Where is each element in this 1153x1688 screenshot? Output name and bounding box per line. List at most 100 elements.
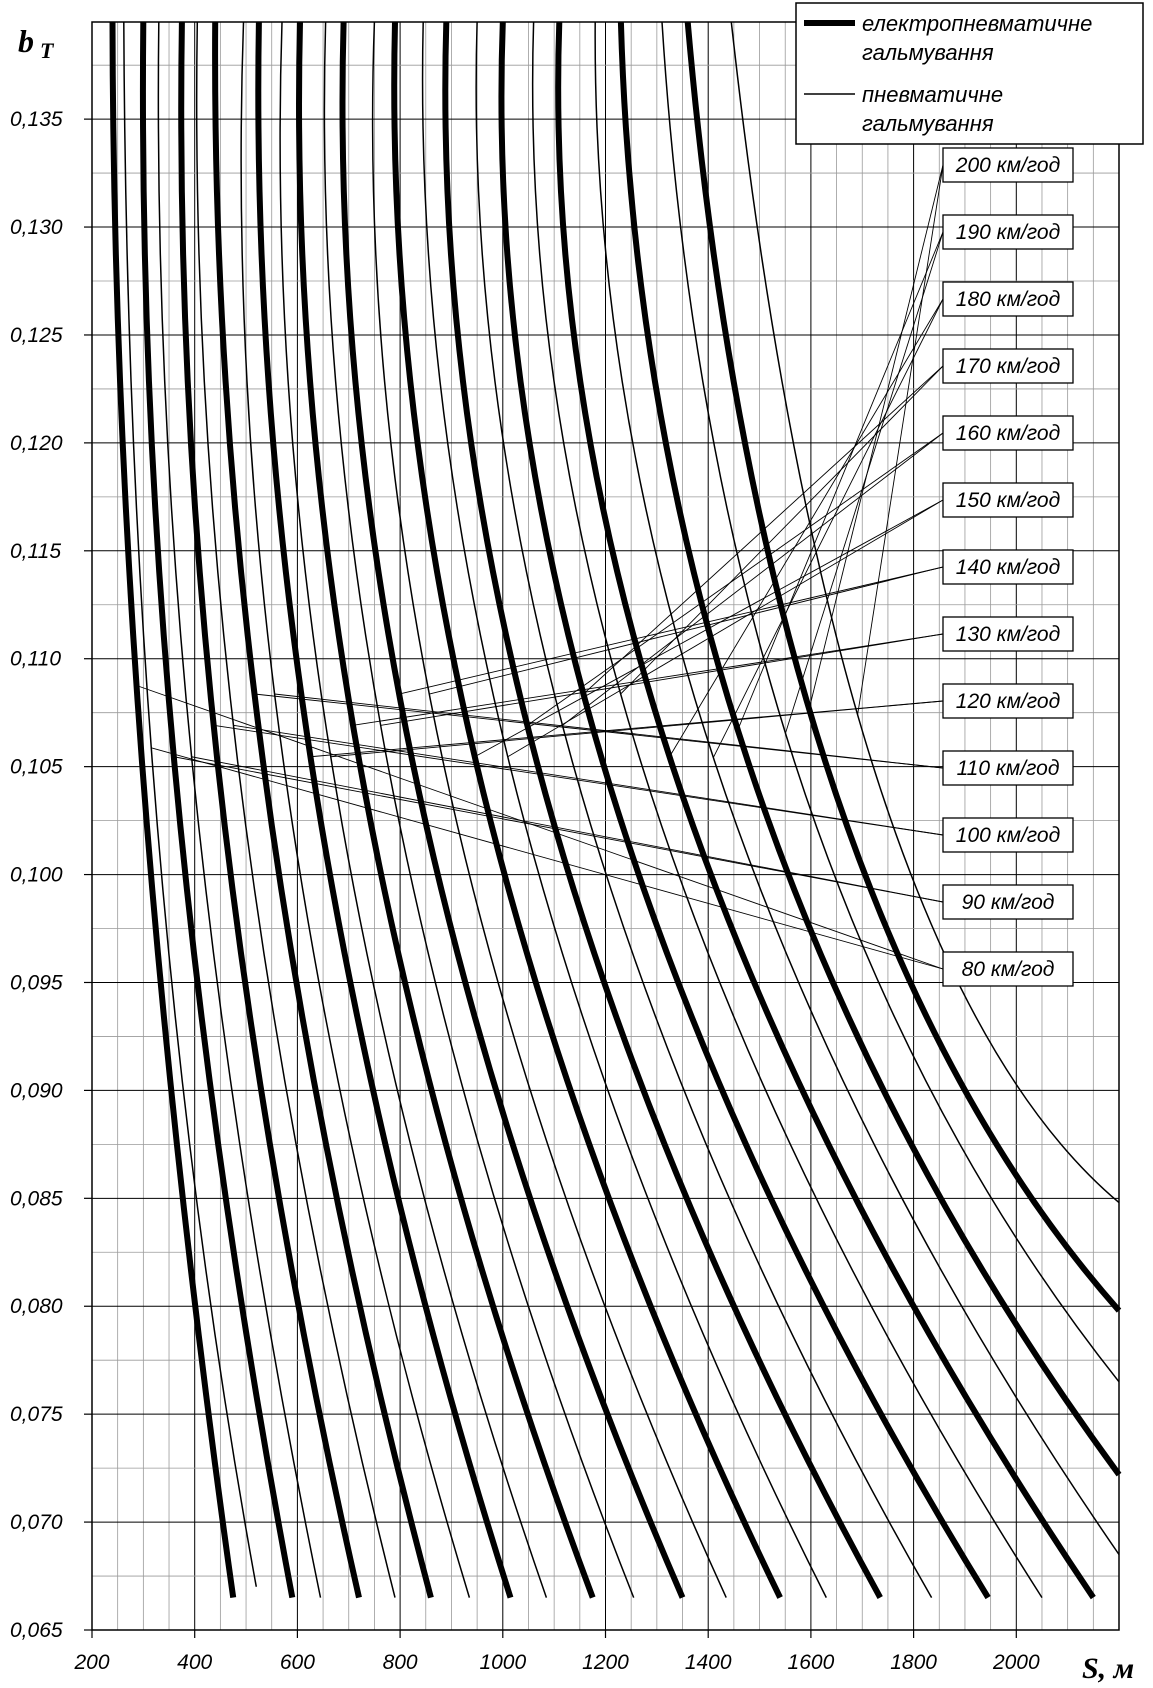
y-tick-label: 0,090 xyxy=(10,1079,63,1102)
callout-label-90: 90 км/год xyxy=(962,891,1055,914)
y-tick-label: 0,100 xyxy=(10,864,63,887)
x-tick-label: 1600 xyxy=(788,1651,835,1674)
callout-leader-electropneumatic xyxy=(737,231,944,731)
callout-leader-pneumatic xyxy=(562,432,944,726)
callout-label-160: 160 км/год xyxy=(956,422,1060,445)
callout-leader-pneumatic xyxy=(380,633,944,726)
legend-thin-label-line2: гальмування xyxy=(862,111,994,136)
y-tick-label: 0,135 xyxy=(10,108,63,131)
curve-pneumatic-150 xyxy=(421,21,827,1598)
curve-pneumatic-110 xyxy=(240,21,471,1598)
callout-leader-electropneumatic xyxy=(808,164,944,710)
callout-box xyxy=(942,415,1074,451)
callout-box xyxy=(942,951,1074,987)
callout-leader-pneumatic xyxy=(330,700,944,758)
legend-thick-label-line1: електропневматичне xyxy=(862,11,1092,36)
callout-label-180: 180 км/год xyxy=(956,288,1060,311)
x-tick-label: 2000 xyxy=(992,1651,1040,1674)
y-tick-label: 0,080 xyxy=(10,1295,63,1318)
speed-callouts: 80 км/год 90 км/год 100 км/год 110 км/год 12… xyxy=(136,147,1074,987)
legend-thin-label-line1: пневматичне xyxy=(862,82,1003,107)
callout-leader-electropneumatic xyxy=(136,685,944,970)
curve-pneumatic-130 xyxy=(323,21,635,1598)
callout-leader-pneumatic xyxy=(507,499,944,758)
x-tick-label: 1200 xyxy=(582,1651,629,1674)
curve-pneumatic-190 xyxy=(661,21,1120,1383)
callout-box xyxy=(942,281,1074,317)
x-tick-label: 1400 xyxy=(685,1651,732,1674)
x-tick-label: 1800 xyxy=(890,1651,937,1674)
curve-electropneumatic-80 xyxy=(109,21,237,1599)
curve-pneumatic-140 xyxy=(371,21,727,1598)
curve-electropneumatic-130 xyxy=(296,21,596,1599)
legend-box xyxy=(795,2,1144,145)
callout-leader-pneumatic xyxy=(785,231,944,734)
callout-leader-pneumatic xyxy=(191,756,944,903)
callout-box xyxy=(942,817,1074,853)
y-tick-label: 0,115 xyxy=(10,540,61,563)
callout-box xyxy=(942,348,1074,384)
callout-leader-pneumatic xyxy=(233,724,944,836)
callout-leader-pneumatic xyxy=(712,298,944,758)
x-axis-title: S, м xyxy=(1082,1652,1134,1685)
callout-box xyxy=(942,750,1074,786)
y-tick-label: 0,105 xyxy=(10,756,63,779)
curve-electropneumatic-120 xyxy=(255,21,514,1599)
curve-electropneumatic-150 xyxy=(391,21,783,1599)
callout-leader-electropneumatic xyxy=(474,499,944,758)
y-tick-label: 0,085 xyxy=(10,1187,63,1210)
y-tick-label: 0,075 xyxy=(10,1403,63,1426)
y-tick-label: 0,110 xyxy=(10,648,61,671)
curve-pneumatic-120 xyxy=(279,21,548,1598)
callout-leader-electropneumatic xyxy=(213,724,944,836)
callout-label-200: 200 км/год xyxy=(955,154,1060,177)
curve-electropneumatic-110 xyxy=(212,21,434,1599)
curve-pneumatic-170 xyxy=(531,21,1043,1599)
curve-electropneumatic-190 xyxy=(617,21,1122,1477)
curve-pneumatic-100 xyxy=(195,21,396,1598)
curve-electropneumatic-170 xyxy=(498,21,991,1600)
callout-label-170: 170 км/год xyxy=(956,355,1060,378)
callout-box xyxy=(942,214,1074,250)
callout-leader-electropneumatic xyxy=(352,633,944,726)
callout-leader-electropneumatic xyxy=(583,365,944,695)
y-tick-label: 0,130 xyxy=(10,216,63,239)
curve-pneumatic-80 xyxy=(123,21,258,1587)
x-tick-label: 600 xyxy=(280,1651,315,1674)
curve-electropneumatic-160 xyxy=(442,21,883,1600)
callout-label-110: 110 км/год xyxy=(957,757,1060,780)
y-axis-title-subscript: Т xyxy=(40,38,55,63)
callout-leader-electropneumatic xyxy=(399,566,944,695)
callout-label-80: 80 км/год xyxy=(962,958,1055,981)
curve-pneumatic-90 xyxy=(157,21,322,1598)
curve-pneumatic-200 xyxy=(730,21,1120,1204)
axis-ticks: 200 400 600 800 1000 1200 1400 1600 1800 2000 0,06… xyxy=(10,108,1040,1674)
callout-leader-pneumatic xyxy=(151,747,944,970)
callout-leader-electropneumatic xyxy=(669,298,944,757)
callout-leader-electropneumatic xyxy=(527,432,944,726)
x-tick-label: 200 xyxy=(73,1651,109,1674)
callout-box xyxy=(942,482,1074,518)
legend: електропневматичне гальмування пневматич… xyxy=(795,2,1144,145)
callout-label-100: 100 км/год xyxy=(956,824,1060,847)
callout-label-130: 130 км/год xyxy=(956,623,1060,646)
callout-leader-pneumatic xyxy=(620,365,944,695)
callout-label-190: 190 км/год xyxy=(956,221,1060,244)
x-tick-label: 400 xyxy=(177,1651,212,1674)
curve-electropneumatic-180 xyxy=(555,21,1096,1600)
y-tick-label: 0,120 xyxy=(10,432,63,455)
callout-box xyxy=(942,147,1074,183)
callout-box xyxy=(942,616,1074,652)
callout-leader-electropneumatic xyxy=(173,756,944,903)
curve-electropneumatic-100 xyxy=(178,21,362,1599)
callout-box xyxy=(942,884,1074,920)
curve-pneumatic-180 xyxy=(594,21,1120,1555)
y-tick-label: 0,065 xyxy=(10,1619,63,1642)
curve-electropneumatic-90 xyxy=(139,21,296,1599)
callout-leader-pneumatic xyxy=(857,164,944,715)
callout-box xyxy=(942,549,1074,585)
x-tick-label: 1000 xyxy=(479,1651,526,1674)
curve-pneumatic-160 xyxy=(475,21,933,1598)
